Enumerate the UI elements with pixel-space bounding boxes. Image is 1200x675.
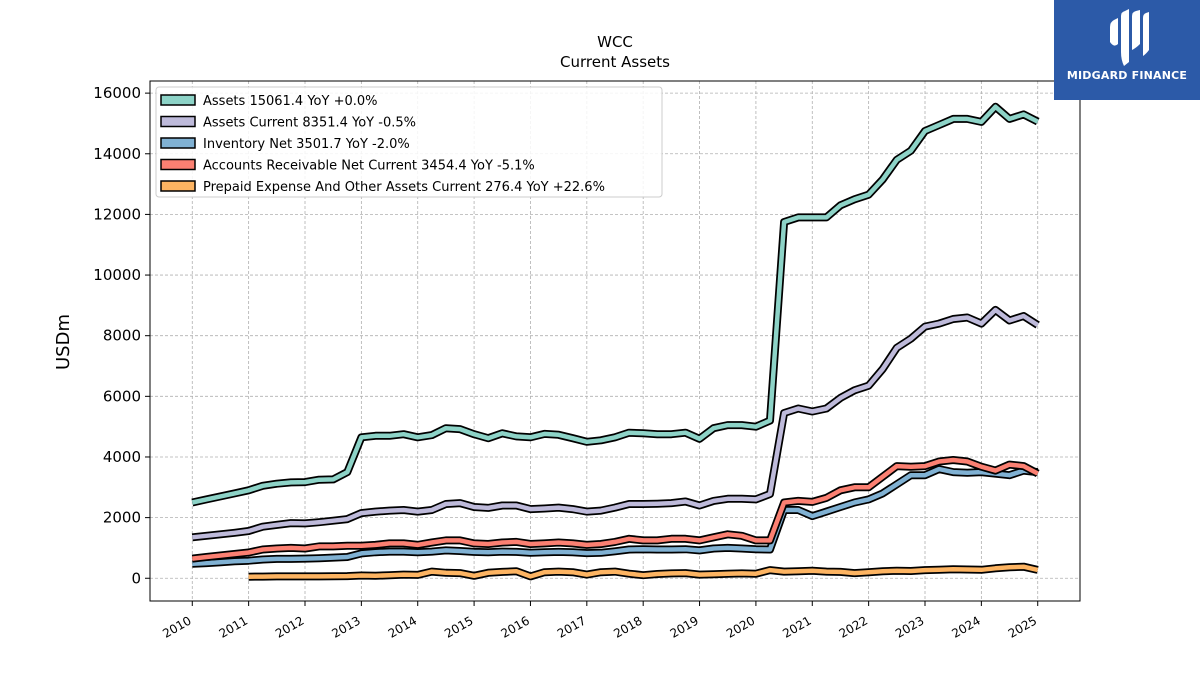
y-tick-label: 0 — [131, 569, 141, 587]
legend-swatch — [160, 94, 196, 106]
x-tick-label: 2011 — [217, 613, 250, 640]
legend-entry: Inventory Net 3501.7 YoY -2.0% — [203, 137, 410, 152]
brand-logo: MIDGARD FINANCE — [1054, 0, 1200, 100]
brand-name: MIDGARD FINANCE — [1066, 69, 1188, 82]
legend: Assets 15061.4 YoY +0.0% Assets Current 8… — [155, 86, 663, 198]
legend-entry: Assets Current 8351.4 YoY -0.5% — [203, 116, 416, 131]
y-tick-label: 4000 — [103, 448, 141, 466]
x-axis: 2010 2011 2012 2013 2014 2015 2016 2017 2018 2019… — [160, 601, 1039, 641]
x-tick-label: 2010 — [160, 613, 193, 640]
x-tick-label: 2025 — [1006, 613, 1039, 640]
chart-subtitle: Current Assets — [560, 53, 670, 71]
x-tick-label: 2022 — [837, 613, 870, 640]
x-tick-label: 2016 — [499, 613, 532, 640]
chart-title: WCC — [597, 33, 633, 51]
x-tick-label: 2020 — [724, 613, 757, 640]
series-assets — [191, 102, 1040, 507]
y-axis: 0 2000 4000 6000 8000 10000 12000 14000 16000 — [93, 84, 150, 587]
x-tick-label: 2017 — [555, 613, 588, 640]
series-line — [192, 307, 1039, 540]
x-tick-label: 2024 — [949, 613, 982, 640]
legend-swatch — [160, 115, 196, 128]
x-tick-label: 2014 — [386, 613, 419, 640]
y-axis-label: USDm — [53, 314, 74, 370]
series-inventory-net — [192, 465, 1039, 568]
legend-swatch — [160, 158, 196, 171]
legend-swatch — [160, 137, 196, 149]
x-tick-label: 2013 — [329, 613, 362, 640]
series-line-outline — [191, 305, 1040, 542]
x-tick-label: 2019 — [668, 613, 701, 640]
y-tick-label: 6000 — [103, 387, 141, 405]
x-tick-label: 2012 — [273, 613, 306, 640]
legend-entry: Accounts Receivable Net Current 3454.4 Y… — [203, 159, 535, 174]
series-line — [192, 466, 1038, 566]
y-tick-label: 2000 — [103, 509, 141, 527]
series-lines — [191, 102, 1040, 581]
x-tick-label: 2021 — [780, 613, 813, 640]
legend-entry: Prepaid Expense And Other Assets Current… — [203, 180, 605, 195]
x-tick-label: 2018 — [611, 613, 644, 640]
y-tick-label: 12000 — [93, 205, 141, 223]
series-line — [192, 457, 1039, 561]
y-tick-label: 8000 — [103, 327, 141, 345]
legend-swatch — [160, 180, 196, 192]
x-tick-label: 2023 — [893, 613, 926, 640]
y-tick-label: 16000 — [93, 84, 141, 102]
series-prepaid-expense-and-other-assets-current — [248, 562, 1039, 581]
series-line — [191, 104, 1039, 505]
legend-entry: Assets 15061.4 YoY +0.0% — [203, 94, 378, 109]
y-tick-label: 14000 — [93, 145, 141, 163]
plot-frame — [149, 80, 1081, 602]
series-assets-current — [191, 305, 1040, 542]
y-tick-label: 10000 — [93, 266, 141, 284]
legend-box — [155, 86, 663, 198]
x-tick-label: 2015 — [442, 613, 475, 640]
brand-mark-icon — [1110, 9, 1149, 66]
series-accounts-receivable-net-current — [191, 456, 1040, 563]
series-line — [248, 564, 1039, 579]
